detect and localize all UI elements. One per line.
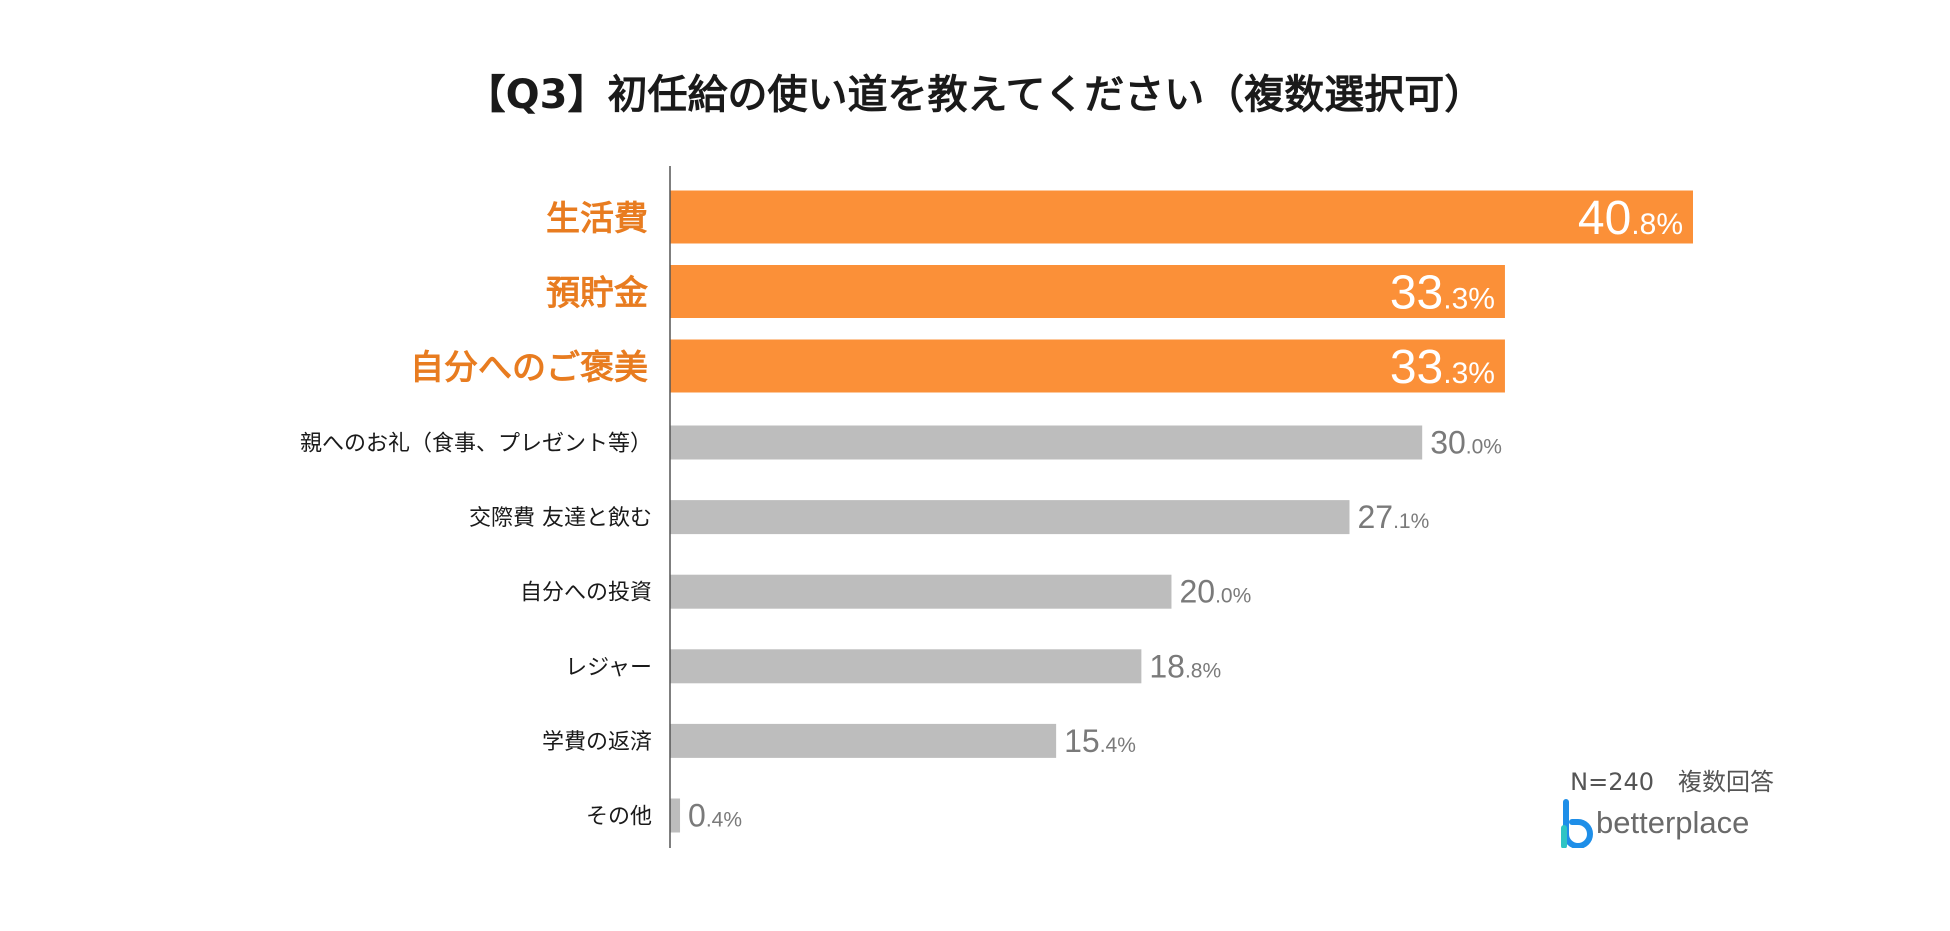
- value-label-2: 33.3%: [1390, 341, 1495, 394]
- category-label-7: 学費の返済: [542, 730, 652, 755]
- logo-wordmark: betterplace: [1596, 805, 1749, 840]
- bar-7: [670, 723, 1057, 758]
- chart-title: 【Q3】初任給の使い道を教えてください（複数選択可）: [465, 72, 1485, 118]
- value-label-4: 27.1%: [1357, 499, 1429, 535]
- bar-2: [670, 339, 1505, 393]
- bar-5: [670, 574, 1172, 609]
- value-label-8: 0.4%: [688, 798, 742, 834]
- value-label-3: 30.0%: [1430, 425, 1502, 461]
- category-label-1: 預貯金: [546, 274, 649, 314]
- category-label-8: その他: [586, 805, 652, 830]
- category-label-5: 自分への投資: [520, 581, 652, 606]
- value-label-7: 15.4%: [1064, 723, 1136, 759]
- bar-8: [670, 798, 681, 833]
- betterplace-logo: betterplace: [1561, 799, 1749, 848]
- bar-4: [670, 500, 1350, 535]
- value-label-5: 20.0%: [1179, 574, 1251, 610]
- bar-3: [670, 425, 1423, 460]
- value-label-1: 33.3%: [1390, 267, 1495, 320]
- sample-size-note: N=240 複数回答: [1570, 768, 1774, 796]
- category-label-0: 生活費: [546, 199, 648, 239]
- logo-b-icon: [1561, 799, 1593, 848]
- value-label-6: 18.8%: [1149, 648, 1221, 684]
- category-label-2: 自分へのご褒美: [410, 348, 648, 388]
- category-label-4: 交際費 友達と飲む: [469, 506, 652, 531]
- bar-1: [670, 265, 1505, 318]
- bar-6: [670, 649, 1142, 684]
- bar-0: [670, 190, 1693, 244]
- value-label-0: 40.8%: [1578, 192, 1683, 245]
- category-label-6: レジャー: [565, 655, 652, 680]
- category-label-3: 親へのお礼（食事、プレゼント等）: [300, 432, 652, 457]
